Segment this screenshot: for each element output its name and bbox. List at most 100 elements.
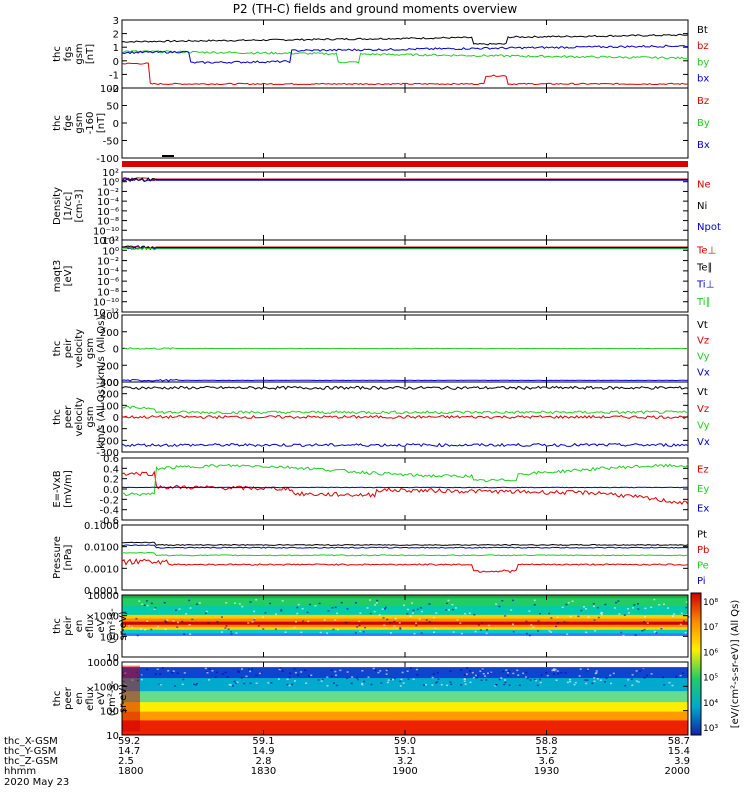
heatmap-speckle (278, 668, 281, 671)
heatmap-speckle (600, 612, 603, 614)
heatmap-speckle (615, 601, 618, 604)
panel-p2: 100 50 0 -50 -100 thc fge gsm -160 [nT] Bz By Bx (52, 84, 710, 167)
heatmap-speckle (327, 610, 330, 612)
heatmap-speckle (620, 631, 623, 634)
xtick-value: 1800 (118, 766, 143, 777)
heatmap-speckle (433, 631, 436, 633)
heatmap-band (122, 691, 688, 703)
heatmap-speckle (548, 612, 551, 615)
series-Ey (121, 463, 689, 497)
heatmap-speckle (591, 682, 594, 685)
heatmap-speckle (267, 682, 270, 684)
ylabel-line: eV (96, 619, 107, 632)
heatmap-speckle (150, 628, 153, 631)
heatmap-speckle (631, 674, 634, 676)
ytick-label: 100 (100, 401, 119, 412)
heatmap-speckle (568, 678, 571, 681)
heatmap-speckle (410, 602, 413, 604)
ytick-label: 0.0 (103, 485, 119, 496)
heatmap-speckle (247, 622, 250, 624)
heatmap-speckle (216, 620, 219, 623)
heatmap-band (122, 627, 688, 631)
heatmap-speckle (172, 620, 175, 622)
heatmap-speckle (191, 618, 194, 621)
heatmap-speckle (309, 603, 312, 606)
heatmap-speckle (225, 625, 228, 627)
legend-bz: bz (697, 41, 709, 52)
heatmap-speckle (464, 677, 467, 680)
xtick-value: 1930 (534, 766, 559, 777)
heatmap-speckle (416, 674, 419, 676)
heatmap-speckle (411, 612, 414, 614)
heatmap-speckle (144, 628, 147, 631)
xtick-value: 59.0 (394, 736, 416, 747)
heatmap-speckle (539, 681, 542, 684)
heatmap-speckle (663, 684, 666, 686)
heatmap-speckle (362, 630, 365, 633)
heatmap-speckle (378, 614, 381, 616)
heatmap-speckle (361, 669, 364, 672)
heatmap-speckle (159, 684, 162, 686)
ylabel-line: thc (52, 115, 63, 131)
heatmap-speckle (335, 684, 338, 687)
heatmap-speckle (512, 672, 515, 675)
heatmap-speckle (522, 672, 525, 675)
heatmap-speckle (243, 682, 246, 685)
heatmap-speckle (475, 674, 478, 677)
heatmap-speckle (386, 681, 389, 684)
heatmap-speckle (307, 675, 310, 677)
heatmap-speckle (409, 667, 412, 669)
heatmap-speckle (176, 626, 179, 628)
heatmap-speckle (374, 604, 377, 606)
ylabel-line: peir (63, 338, 74, 358)
heatmap-speckle (189, 633, 192, 635)
heatmap-speckle (481, 669, 484, 671)
series-Pe (122, 551, 689, 557)
ylabel-line: gsm (85, 338, 96, 359)
heatmap-speckle (368, 599, 371, 601)
heatmap-speckle (623, 614, 626, 616)
heatmap-speckle (539, 678, 542, 681)
heatmap-speckle (653, 598, 656, 601)
heatmap-speckle (301, 607, 304, 610)
heatmap-speckle (225, 601, 228, 604)
heatmap-speckle (636, 603, 639, 605)
heatmap-band (122, 621, 688, 626)
heatmap-speckle (555, 679, 558, 681)
heatmap-speckle (586, 669, 589, 672)
heatmap-speckle (415, 622, 418, 624)
heatmap-speckle (642, 621, 645, 623)
heatmap-speckle (336, 628, 339, 631)
heatmap-speckle (641, 629, 644, 632)
heatmap-speckle (383, 624, 386, 627)
heatmap-speckle (304, 669, 307, 671)
heatmap-speckle (597, 616, 600, 619)
heatmap-speckle (407, 678, 410, 680)
legend-Ne: Ne (697, 180, 711, 191)
heatmap-speckle (394, 617, 397, 620)
heatmap-speckle (569, 680, 572, 683)
heatmap-speckle (274, 613, 277, 615)
ytick-label: 0 (113, 57, 119, 68)
heatmap-speckle (358, 620, 361, 623)
ytick-label: 200 (100, 328, 119, 339)
heatmap-speckle (385, 673, 388, 675)
heatmap-speckle (516, 669, 519, 672)
ytick-label: -50 (103, 137, 119, 148)
heatmap-speckle (161, 667, 164, 669)
series-Vy (121, 405, 688, 415)
ytick-label: -200 (96, 361, 119, 372)
ylabel-line: peer (63, 686, 74, 710)
heatmap-speckle (384, 606, 387, 609)
ytick-label: -100 (96, 425, 119, 436)
series-Te⊥ (121, 245, 688, 250)
ylabel-line: peer (63, 405, 74, 429)
heatmap-speckle (159, 673, 162, 675)
heatmap-speckle (584, 608, 587, 610)
ylabel-line: gsm (85, 406, 96, 427)
heatmap-speckle (403, 604, 406, 607)
ytick-label: -1 (109, 70, 119, 81)
heatmap-speckle (146, 604, 149, 607)
heatmap-speckle (431, 676, 434, 679)
